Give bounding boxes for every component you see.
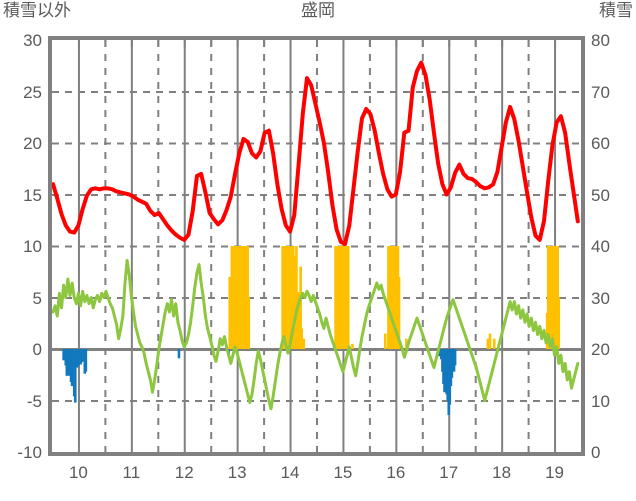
left-tick-label: 0 <box>32 340 42 359</box>
left-tick-label: 30 <box>23 31 42 50</box>
right-tick-label: 80 <box>591 31 610 50</box>
gridlines <box>52 40 581 452</box>
left-tick-label: 15 <box>23 185 42 205</box>
left-axis-title: 積雪以外 <box>3 1 71 20</box>
line-series <box>52 60 580 411</box>
x-tick-label: 19 <box>545 463 564 482</box>
right-tick-label: 50 <box>591 185 610 205</box>
right-tick-label: 40 <box>591 237 610 256</box>
right-tick-label: 20 <box>591 340 610 359</box>
x-tick-label: 12 <box>174 463 194 482</box>
x-tick-label: 14 <box>280 463 300 482</box>
left-tick-label: 20 <box>23 134 42 153</box>
right-tick-label: 0 <box>591 443 601 462</box>
axis-ticks <box>77 40 557 47</box>
right-axis-title: 積雪 <box>599 1 633 20</box>
bar-series <box>62 246 561 415</box>
right-tick-label: 30 <box>591 288 610 308</box>
left-tick-label: 5 <box>32 288 42 308</box>
right-tick-label: 70 <box>591 82 610 102</box>
chart-title: 盛岡 <box>301 1 335 20</box>
x-tick-label: 16 <box>386 463 406 482</box>
right-tick-label: 60 <box>591 134 610 153</box>
x-tick-label: 18 <box>492 463 512 482</box>
x-tick-label: 10 <box>68 463 88 482</box>
right-tick-label: 10 <box>591 391 610 411</box>
left-tick-label: -5 <box>26 391 42 411</box>
left-tick-label: 10 <box>23 237 42 256</box>
left-tick-label: 25 <box>23 82 42 102</box>
x-tick-label: 17 <box>439 463 459 482</box>
plot-inner <box>52 40 581 452</box>
x-tick-label: 13 <box>227 463 247 482</box>
x-tick-label: 11 <box>122 463 141 482</box>
left-tick-label: -10 <box>17 443 42 462</box>
plot-area <box>48 36 585 456</box>
x-tick-label: 15 <box>333 463 353 482</box>
